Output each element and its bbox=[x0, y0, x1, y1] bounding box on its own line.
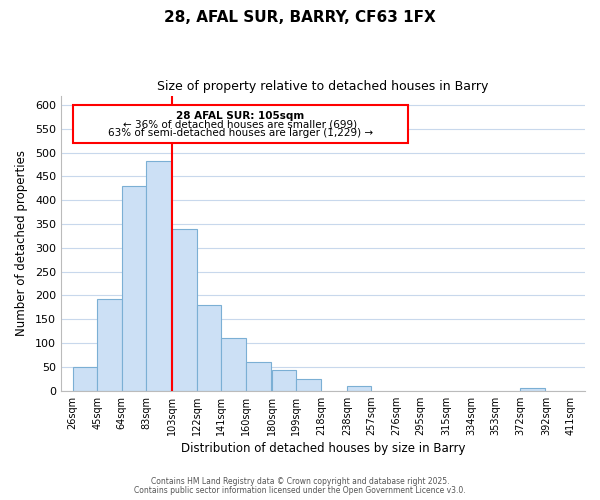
X-axis label: Distribution of detached houses by size in Barry: Distribution of detached houses by size … bbox=[181, 442, 465, 455]
Bar bbox=[73, 367, 97, 390]
Text: 28 AFAL SUR: 105sqm: 28 AFAL SUR: 105sqm bbox=[176, 111, 304, 121]
Bar bbox=[146, 161, 171, 390]
Bar bbox=[520, 388, 545, 390]
Text: ← 36% of detached houses are smaller (699): ← 36% of detached houses are smaller (69… bbox=[123, 120, 357, 130]
Text: Contains public sector information licensed under the Open Government Licence v3: Contains public sector information licen… bbox=[134, 486, 466, 495]
Bar bbox=[73, 105, 408, 143]
Text: 63% of semi-detached houses are larger (1,229) →: 63% of semi-detached houses are larger (… bbox=[107, 128, 373, 138]
Title: Size of property relative to detached houses in Barry: Size of property relative to detached ho… bbox=[157, 80, 488, 93]
Bar bbox=[172, 229, 197, 390]
Y-axis label: Number of detached properties: Number of detached properties bbox=[15, 150, 28, 336]
Text: Contains HM Land Registry data © Crown copyright and database right 2025.: Contains HM Land Registry data © Crown c… bbox=[151, 477, 449, 486]
Text: 28, AFAL SUR, BARRY, CF63 1FX: 28, AFAL SUR, BARRY, CF63 1FX bbox=[164, 10, 436, 25]
Bar bbox=[122, 186, 146, 390]
Bar bbox=[296, 379, 321, 390]
Bar bbox=[221, 338, 246, 390]
Bar bbox=[246, 362, 271, 390]
Bar bbox=[197, 306, 221, 390]
Bar bbox=[347, 386, 371, 390]
Bar bbox=[272, 370, 296, 390]
Bar bbox=[97, 300, 122, 390]
